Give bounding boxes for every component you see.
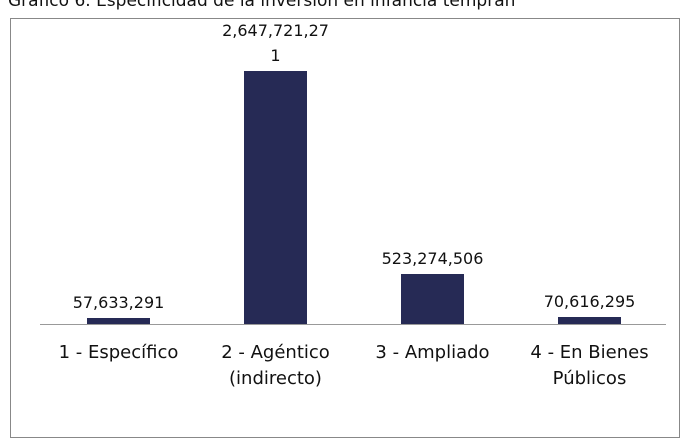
page: {"chart_data": {"type": "bar", "title": … [8,0,680,438]
data-label: 70,616,295 [543,292,636,312]
chart-title: Gráfico 6. Especificidad de la inversión… [8,0,516,11]
x-tick-label: 2 - Agéntico (indirecto) [221,342,330,389]
x-tick-label: 3 - Ampliado [375,342,490,363]
bar [558,317,621,324]
x-tick-label: 1 - Específico [58,342,179,363]
bar [244,71,307,324]
data-label: 523,274,506 [381,248,484,268]
x-axis-line [40,324,666,325]
plot-area: 1 - Específico 57,633,291 2 - Agéntico (in… [40,21,666,389]
bar [87,318,150,324]
x-tick-label: 4 - En Bienes Públicos [530,342,649,389]
data-label: 57,633,291 [72,293,165,313]
bar [401,273,464,324]
data-label: 2,647,721,271 [222,21,329,65]
